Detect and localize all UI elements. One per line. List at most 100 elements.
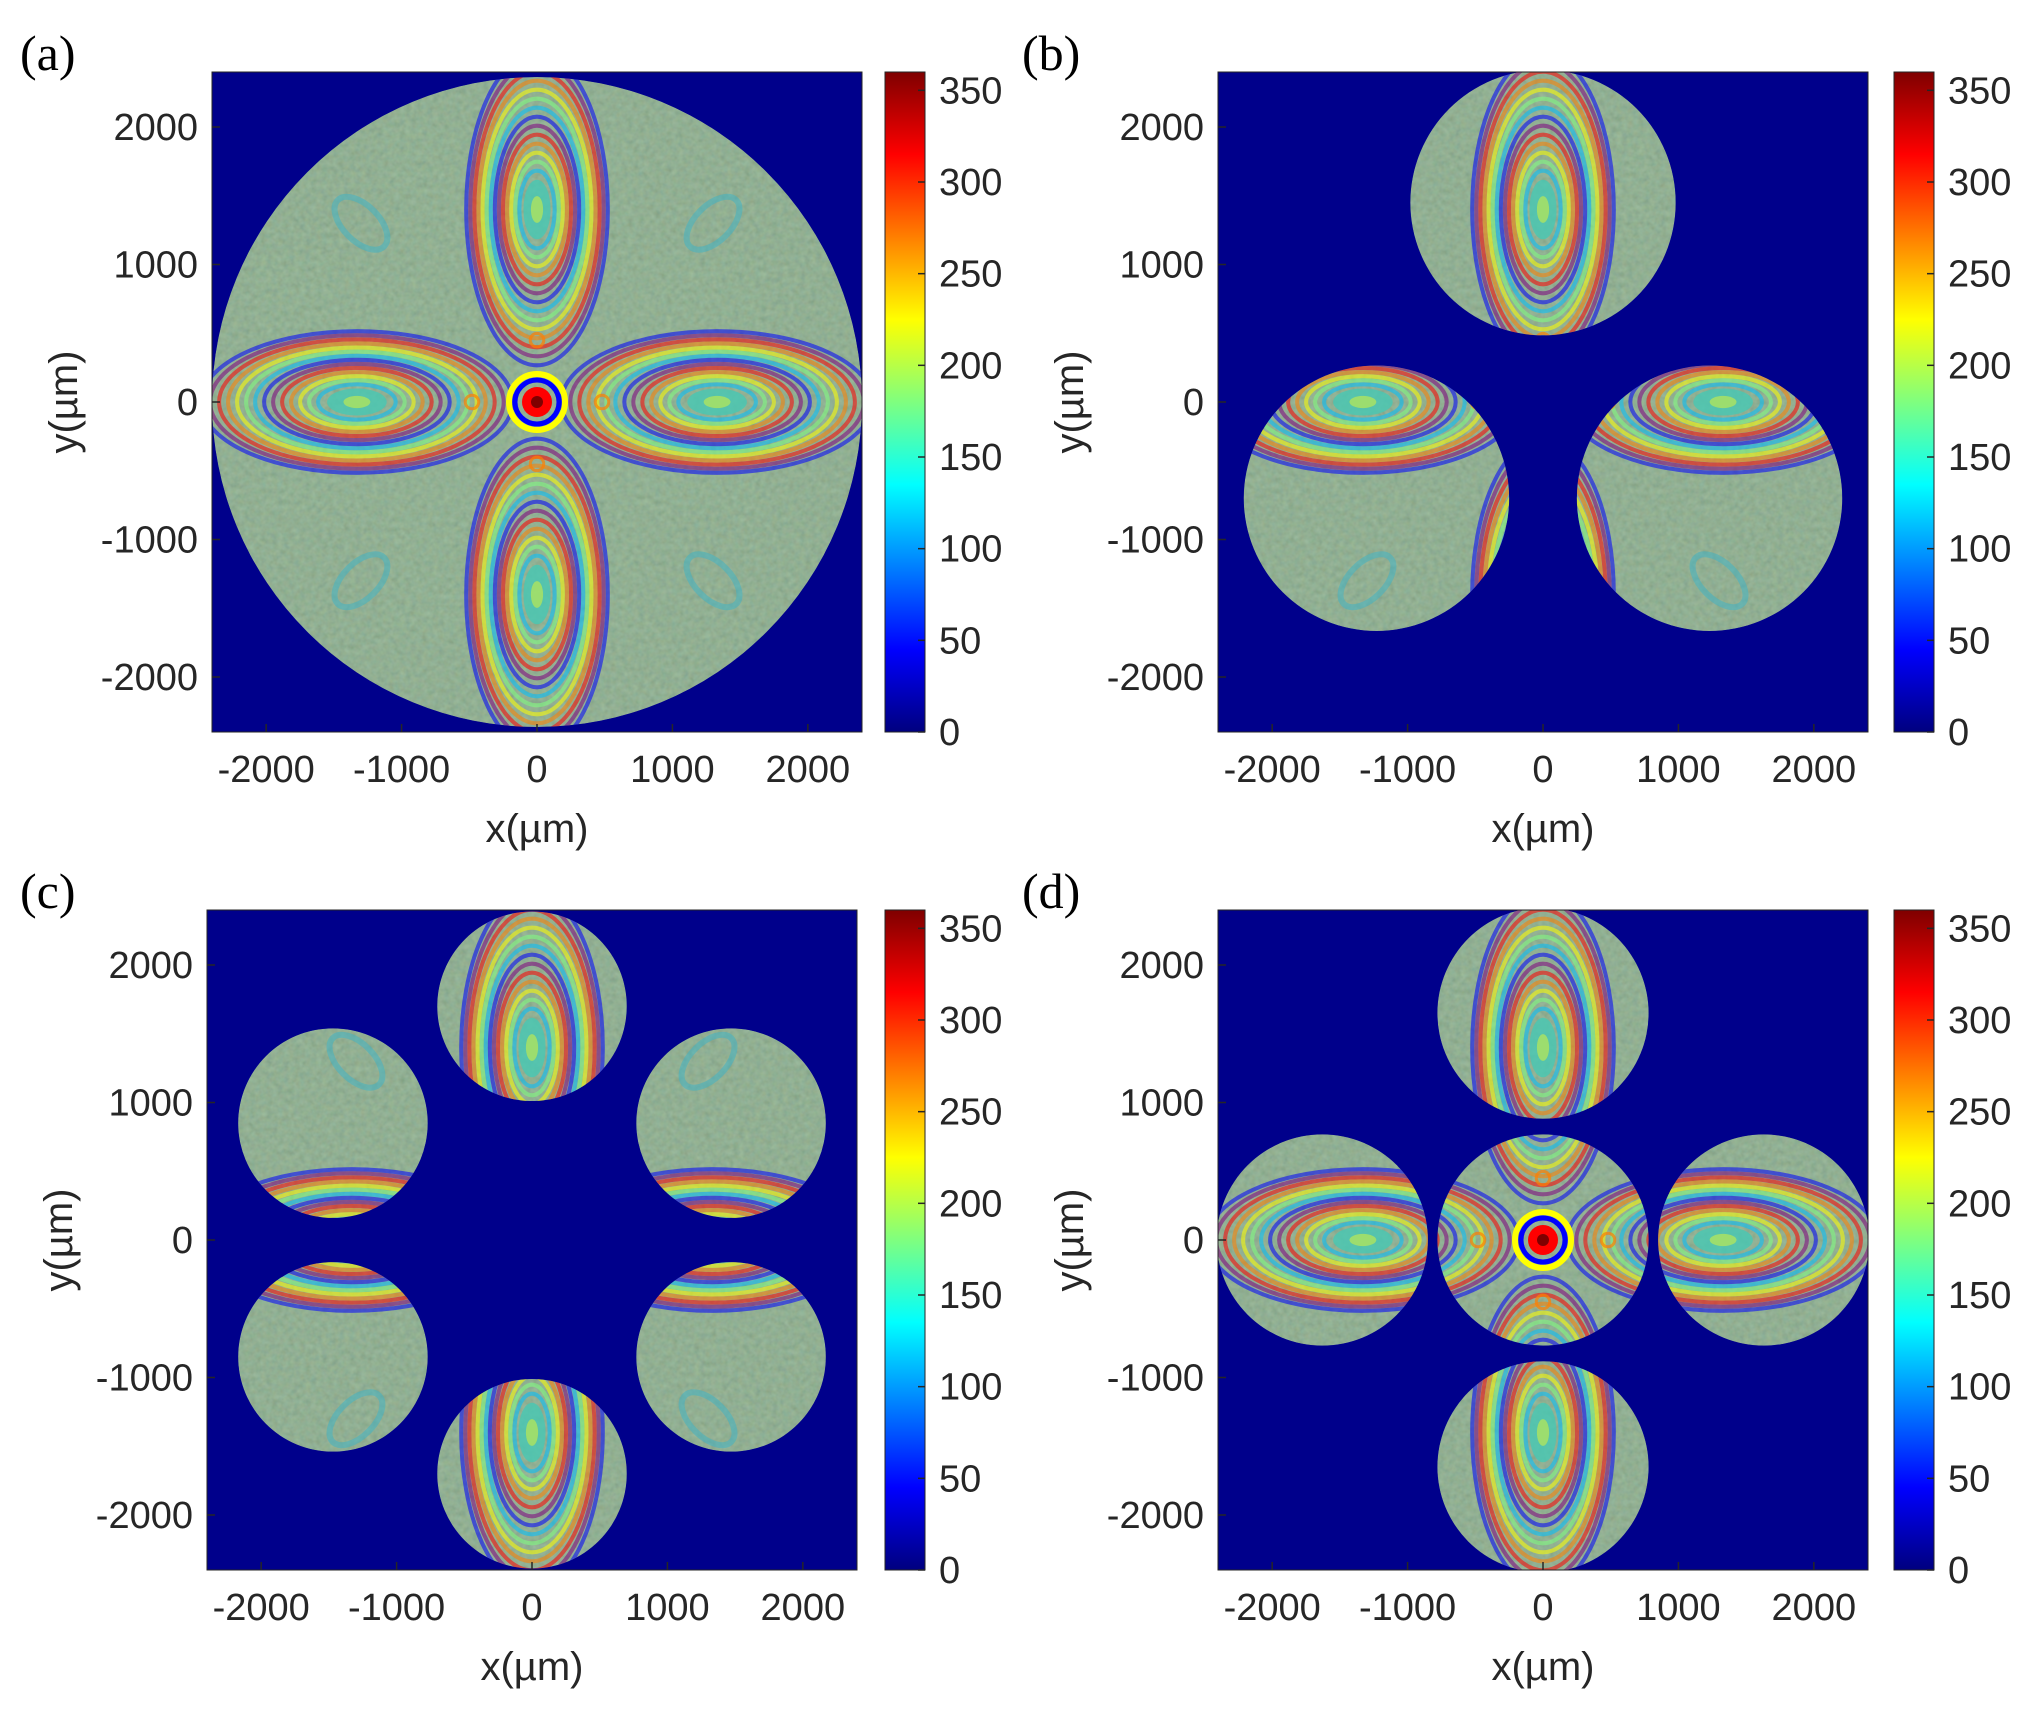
lobe-fringe	[289, 370, 425, 434]
lobe-center	[343, 395, 371, 409]
lobe-fringe	[257, 1195, 428, 1218]
diagonal-lobe	[1689, 551, 1749, 611]
lobe-fringe	[1658, 1191, 1827, 1289]
panel-label: (a)	[20, 25, 76, 81]
lobe-fringe	[636, 1262, 826, 1313]
lobe-fringe	[636, 1179, 826, 1218]
central-peak-ring	[506, 371, 568, 433]
x-tick-label: -2000	[1224, 1587, 1321, 1629]
lobe-fringe	[1277, 1199, 1428, 1281]
lobe-fringe	[1658, 1208, 1791, 1272]
lobe-fringe	[476, 78, 598, 341]
lobe-fringe	[658, 374, 776, 430]
lobe-fringe	[1515, 150, 1571, 269]
lobe-center	[530, 196, 544, 223]
lobe-fringe	[1576, 365, 1843, 471]
lobe-fringe	[500, 979, 564, 1102]
lobe-fringe	[1482, 1134, 1604, 1179]
lobe-fringe	[488, 490, 586, 699]
lobe-fringe	[253, 353, 461, 451]
y-tick-label: -1000	[1107, 1358, 1204, 1400]
plot-area	[238, 911, 826, 1569]
lobe-fringe	[1218, 1167, 1428, 1313]
lobe-fringe	[1243, 365, 1510, 471]
lobe-fringe	[293, 1262, 411, 1268]
lobe-fringe	[512, 1006, 552, 1089]
lobe-fringe	[509, 535, 565, 654]
x-tick-label: 2000	[761, 1587, 846, 1629]
lobe-fringe	[636, 1262, 826, 1301]
x-tick-label: -1000	[348, 1587, 445, 1629]
lobe-fringe	[1664, 374, 1782, 430]
colorbar-tick-label: 350	[1948, 70, 2011, 112]
lobe-fringe	[275, 1262, 428, 1277]
lobe-fringe	[1655, 370, 1791, 434]
x-tick-label: 1000	[625, 1587, 710, 1629]
lobe-fringe	[1437, 1187, 1476, 1293]
lobe-fringe	[491, 961, 573, 1102]
lobe-fringe	[293, 1212, 411, 1218]
lobe-fringe	[244, 349, 470, 455]
colorbar-tick-label: 350	[939, 908, 1002, 950]
panel-label: (d)	[1022, 863, 1080, 919]
lobe-fringe	[1322, 382, 1404, 422]
colorbar-tick-label: 100	[939, 1367, 1002, 1409]
lobe-fringe	[636, 1262, 816, 1289]
lobe-fringe	[500, 1378, 564, 1501]
colorbar-tick-label: 250	[939, 1092, 1002, 1134]
aperture	[636, 1262, 826, 1452]
lobe-fringe	[613, 353, 821, 451]
lobe-fringe	[248, 1191, 428, 1218]
lobe-fringe	[512, 1391, 552, 1474]
y-tick-label: -1000	[96, 1358, 193, 1400]
colorbar-tick-label: 150	[1948, 1275, 2011, 1317]
lobe-fringe	[284, 1262, 420, 1272]
lobe-fringe	[1486, 1310, 1600, 1346]
panel-3: (d)-2000 -1000 0 1000 2000200010000-1000-200…	[1022, 863, 2011, 1689]
lobe-center	[525, 1034, 539, 1061]
diagonal-lobe	[331, 193, 391, 253]
lobe-fringe	[1574, 1171, 1649, 1309]
lobe-fringe	[636, 1199, 798, 1218]
x-tick-label: -2000	[1224, 749, 1321, 791]
lobe-fringe	[1494, 1134, 1592, 1152]
lobe-fringe	[636, 1167, 826, 1218]
aperture	[1658, 1134, 1868, 1346]
lobe-fringe	[509, 150, 565, 269]
lobe-fringe	[257, 1262, 428, 1285]
lobe-fringe	[1259, 1191, 1428, 1289]
panel-label: (c)	[20, 863, 76, 919]
lobe-fringe	[1494, 105, 1592, 314]
lobe-fringe	[468, 77, 606, 359]
lobe-fringe	[1502, 1361, 1584, 1519]
lobe-fringe	[480, 472, 594, 717]
lobe-fringe	[238, 1262, 428, 1297]
x-axis-label: x(µm)	[1491, 1645, 1594, 1689]
satellite-ring	[1534, 1169, 1552, 1187]
lobe-fringe	[464, 436, 610, 727]
lobe-fringe	[504, 1378, 560, 1492]
colorbar-tick-label: 300	[1948, 162, 2011, 204]
colorbar-tick-label: 50	[939, 1458, 981, 1500]
lobe-fringe	[1322, 1220, 1404, 1260]
x-tick-label: -1000	[1359, 1587, 1456, 1629]
lobe-fringe	[488, 105, 586, 314]
y-tick-label: -1000	[101, 520, 198, 562]
lobe-fringe	[622, 357, 812, 447]
lobe-fringe	[238, 1262, 428, 1313]
colorbar	[1893, 71, 1935, 733]
lobe-fringe	[238, 1171, 428, 1218]
lobe-fringe	[496, 123, 578, 296]
lobe-fringe	[471, 1378, 593, 1564]
satellite-ring	[528, 455, 546, 473]
lobe-fringe	[1437, 1203, 1440, 1277]
lobe-fringe	[471, 916, 593, 1102]
lobe-fringe	[483, 1378, 581, 1537]
x-tick-label: 2000	[1772, 749, 1857, 791]
lobe-fringe	[463, 1378, 601, 1569]
lobe-fringe	[1502, 961, 1584, 1119]
lobe-fringe	[1304, 1212, 1422, 1268]
lobe-fringe	[1646, 365, 1800, 439]
lobe-fringe	[475, 925, 589, 1102]
